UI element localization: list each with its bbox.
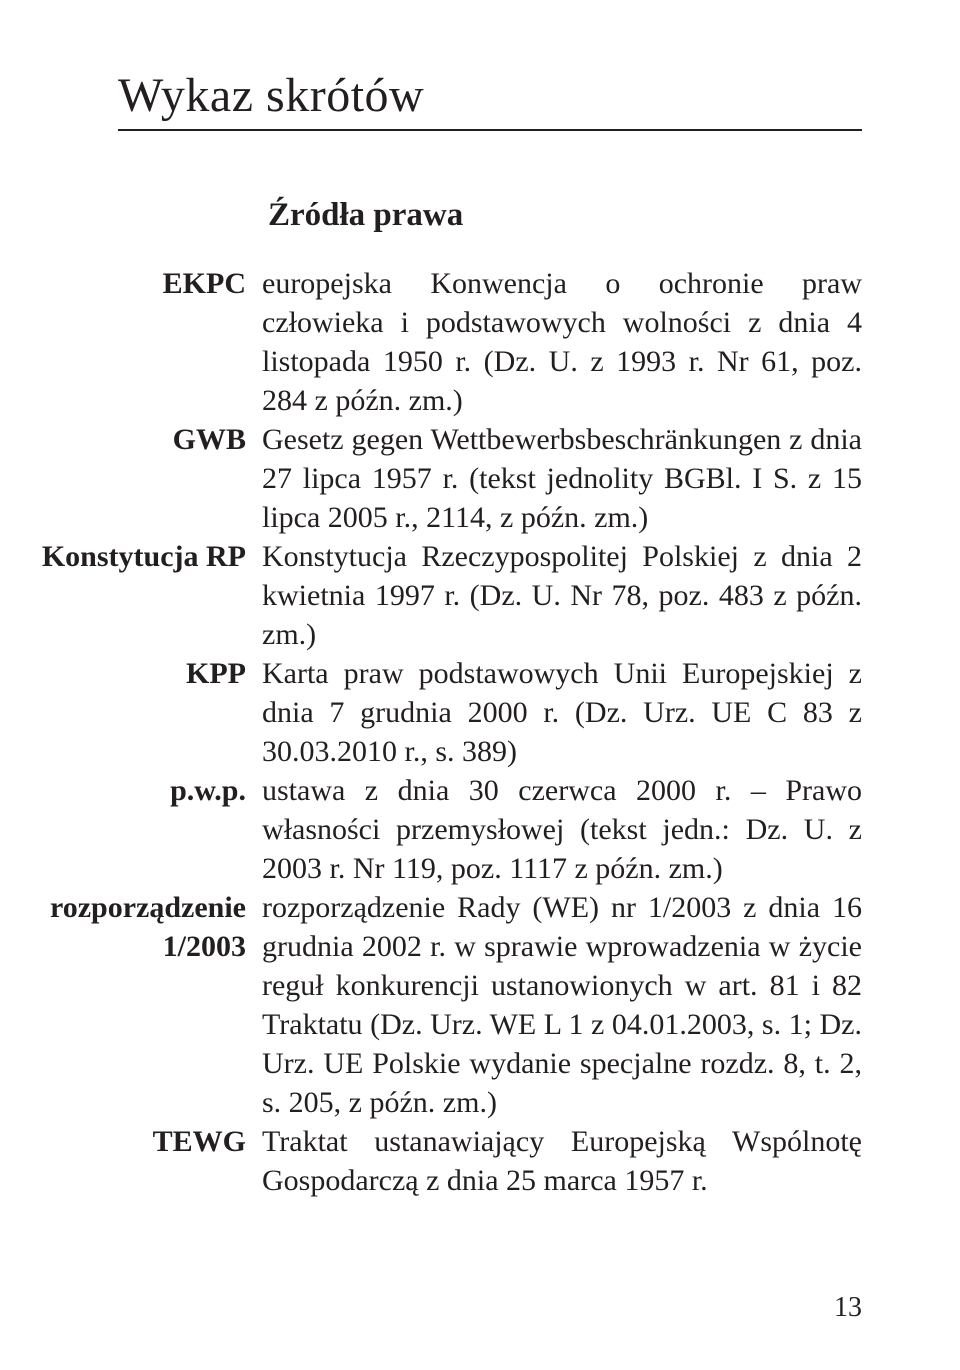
abbreviation-term: TEWG [0,1122,262,1200]
abbreviation-entry: TEWG Traktat ustanawiający Europejską Ws… [0,1122,862,1200]
abbreviation-definition: ustawa z dnia 30 czerwca 2000 r. – Prawo… [262,771,862,888]
abbreviation-entry: GWB Gesetz gegen Wettbewerbsbeschränkung… [0,420,862,537]
abbreviation-entry: Konstytucja RP Konstytucja Rzeczypospoli… [0,537,862,654]
abbreviation-term: GWB [0,420,262,537]
abbreviation-definition: Karta praw podstawowych Unii Europejskie… [262,654,862,771]
page-number: 13 [834,1292,862,1324]
abbreviation-term: Konstytucja RP [0,537,262,654]
section-heading: Źródła prawa [268,197,862,234]
abbreviation-entry: EKPC europejska Konwencja o ochronie pra… [0,264,862,420]
abbreviation-term: EKPC [0,264,262,420]
page-title: Wykaz skrótów [118,68,862,123]
abbreviation-definition: rozporządzenie Rady (WE) nr 1/2003 z dni… [262,888,862,1122]
abbreviation-term: KPP [0,654,262,771]
abbreviation-entry: p.w.p. ustawa z dnia 30 czerwca 2000 r. … [0,771,862,888]
abbreviation-term: p.w.p. [0,771,262,888]
abbreviation-entry: KPP Karta praw podstawowych Unii Europej… [0,654,862,771]
abbreviation-term: rozporządzenie 1/2003 [0,888,262,1122]
title-rule [118,129,862,131]
abbreviation-entry: rozporządzenie 1/2003 rozporządzenie Rad… [0,888,862,1122]
abbreviation-list: EKPC europejska Konwencja o ochronie pra… [0,264,862,1200]
abbreviation-definition: Traktat ustanawiający Europejską Wspólno… [262,1122,862,1200]
abbreviation-definition: Konstytucja Rzeczypospolitej Polskiej z … [262,537,862,654]
abbreviation-definition: Gesetz gegen Wettbewerbsbeschränkungen z… [262,420,862,537]
abbreviation-definition: europejska Konwencja o ochronie praw czł… [262,264,862,420]
